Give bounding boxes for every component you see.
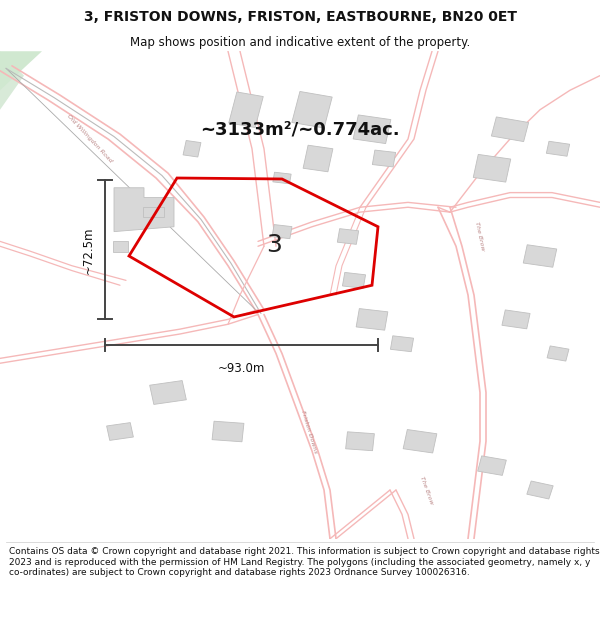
Text: 3, FRISTON DOWNS, FRISTON, EASTBOURNE, BN20 0ET: 3, FRISTON DOWNS, FRISTON, EASTBOURNE, B…: [83, 10, 517, 24]
Bar: [391, 336, 413, 352]
Bar: [107, 422, 133, 441]
Bar: [346, 432, 374, 451]
Bar: [473, 154, 511, 182]
Text: Friston Downs: Friston Downs: [300, 409, 318, 454]
Bar: [502, 310, 530, 329]
Text: ~93.0m: ~93.0m: [218, 362, 265, 374]
Bar: [292, 91, 332, 128]
Text: ~3133m²/~0.774ac.: ~3133m²/~0.774ac.: [200, 120, 400, 138]
Polygon shape: [114, 188, 174, 232]
Bar: [527, 481, 553, 499]
Bar: [183, 141, 201, 157]
Bar: [149, 381, 187, 404]
Text: ~72.5m: ~72.5m: [82, 226, 95, 274]
Bar: [113, 241, 128, 252]
Polygon shape: [0, 51, 24, 110]
Bar: [303, 145, 333, 172]
Text: Contains OS data © Crown copyright and database right 2021. This information is : Contains OS data © Crown copyright and d…: [9, 548, 599, 577]
Bar: [403, 429, 437, 453]
Bar: [547, 346, 569, 361]
Bar: [353, 115, 391, 144]
Bar: [143, 208, 163, 217]
Bar: [337, 229, 359, 244]
Bar: [212, 421, 244, 442]
Text: Old Willingdon Road: Old Willingdon Road: [67, 114, 113, 164]
Bar: [523, 245, 557, 268]
Bar: [373, 150, 395, 167]
Text: The Brow: The Brow: [419, 475, 433, 505]
Bar: [478, 456, 506, 476]
Bar: [356, 309, 388, 330]
Text: The Brow: The Brow: [475, 221, 485, 251]
Bar: [273, 173, 291, 184]
Bar: [272, 224, 292, 239]
Bar: [229, 92, 263, 128]
Text: Map shows position and indicative extent of the property.: Map shows position and indicative extent…: [130, 36, 470, 49]
Bar: [343, 272, 365, 288]
Bar: [491, 117, 529, 142]
Text: 3: 3: [266, 233, 282, 258]
Polygon shape: [0, 51, 42, 90]
Bar: [547, 141, 569, 156]
